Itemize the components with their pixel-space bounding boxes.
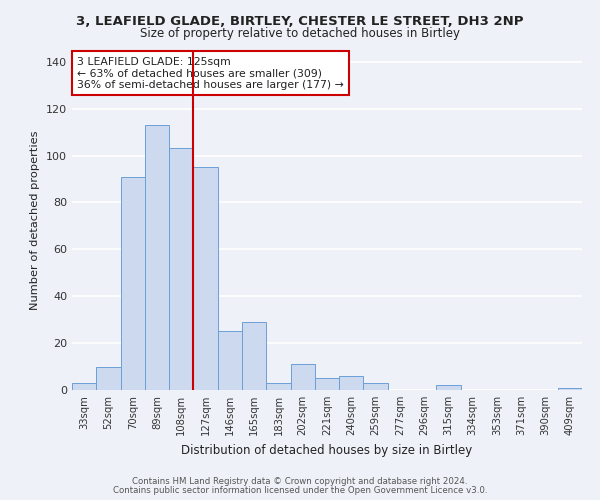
- Bar: [315, 378, 339, 390]
- Bar: [218, 332, 242, 390]
- Y-axis label: Number of detached properties: Number of detached properties: [31, 130, 40, 310]
- Bar: [193, 167, 218, 390]
- Bar: [242, 322, 266, 390]
- X-axis label: Distribution of detached houses by size in Birtley: Distribution of detached houses by size …: [181, 444, 473, 456]
- Text: Contains public sector information licensed under the Open Government Licence v3: Contains public sector information licen…: [113, 486, 487, 495]
- Text: 3 LEAFIELD GLADE: 125sqm
← 63% of detached houses are smaller (309)
36% of semi-: 3 LEAFIELD GLADE: 125sqm ← 63% of detach…: [77, 57, 344, 90]
- Bar: [290, 364, 315, 390]
- Text: Size of property relative to detached houses in Birtley: Size of property relative to detached ho…: [140, 28, 460, 40]
- Bar: [364, 383, 388, 390]
- Bar: [436, 386, 461, 390]
- Bar: [121, 176, 145, 390]
- Text: Contains HM Land Registry data © Crown copyright and database right 2024.: Contains HM Land Registry data © Crown c…: [132, 477, 468, 486]
- Bar: [96, 366, 121, 390]
- Text: 3, LEAFIELD GLADE, BIRTLEY, CHESTER LE STREET, DH3 2NP: 3, LEAFIELD GLADE, BIRTLEY, CHESTER LE S…: [76, 15, 524, 28]
- Bar: [558, 388, 582, 390]
- Bar: [145, 125, 169, 390]
- Bar: [266, 383, 290, 390]
- Bar: [339, 376, 364, 390]
- Bar: [169, 148, 193, 390]
- Bar: [72, 383, 96, 390]
